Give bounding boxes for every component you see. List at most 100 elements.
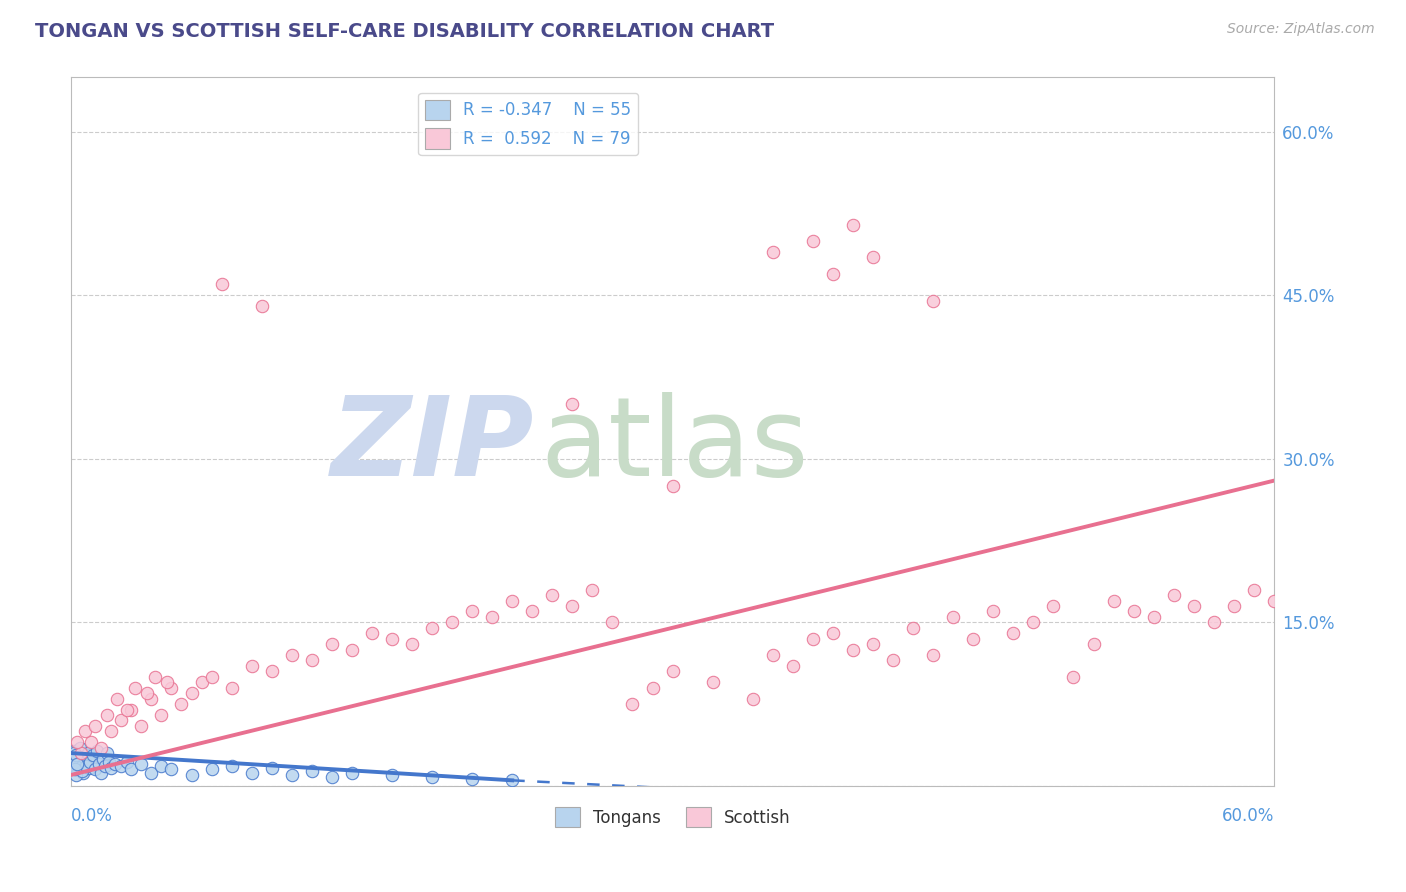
Point bbox=[1022, 615, 1045, 630]
Point bbox=[105, 691, 128, 706]
Point bbox=[260, 761, 283, 775]
Point bbox=[862, 637, 884, 651]
Point bbox=[801, 632, 824, 646]
Point bbox=[190, 675, 212, 690]
Point bbox=[156, 675, 179, 690]
Point bbox=[1122, 604, 1144, 618]
Point bbox=[65, 768, 87, 782]
Point bbox=[100, 761, 122, 775]
Text: 0.0%: 0.0% bbox=[72, 807, 112, 825]
Point bbox=[150, 759, 173, 773]
Point bbox=[136, 686, 159, 700]
Point bbox=[82, 748, 104, 763]
Point bbox=[211, 277, 233, 292]
Point bbox=[862, 250, 884, 264]
Point bbox=[120, 763, 142, 777]
Point bbox=[602, 615, 624, 630]
Text: 60.0%: 60.0% bbox=[1222, 807, 1274, 825]
Point bbox=[301, 764, 323, 778]
Point bbox=[1002, 626, 1025, 640]
Point bbox=[75, 724, 97, 739]
Point bbox=[160, 681, 183, 695]
Point bbox=[461, 772, 484, 787]
Point bbox=[981, 604, 1004, 618]
Point bbox=[100, 724, 122, 739]
Point bbox=[420, 621, 443, 635]
Point bbox=[842, 218, 865, 232]
Text: TONGAN VS SCOTTISH SELF-CARE DISABILITY CORRELATION CHART: TONGAN VS SCOTTISH SELF-CARE DISABILITY … bbox=[35, 22, 775, 41]
Point bbox=[1202, 615, 1225, 630]
Point bbox=[124, 681, 146, 695]
Point bbox=[842, 642, 865, 657]
Point bbox=[661, 665, 683, 679]
Point bbox=[104, 756, 127, 771]
Point bbox=[561, 397, 583, 411]
Text: ZIP: ZIP bbox=[330, 392, 534, 500]
Point bbox=[501, 593, 523, 607]
Point bbox=[141, 765, 163, 780]
Point bbox=[200, 763, 222, 777]
Point bbox=[321, 637, 343, 651]
Point bbox=[962, 632, 984, 646]
Point bbox=[70, 746, 93, 760]
Point bbox=[66, 756, 89, 771]
Point bbox=[145, 670, 167, 684]
Point bbox=[301, 653, 323, 667]
Point bbox=[77, 746, 100, 760]
Legend: Tongans, Scottish: Tongans, Scottish bbox=[548, 800, 797, 834]
Point bbox=[801, 234, 824, 248]
Point bbox=[72, 765, 94, 780]
Point bbox=[96, 708, 118, 723]
Point bbox=[221, 759, 243, 773]
Point bbox=[120, 702, 142, 716]
Point bbox=[381, 768, 404, 782]
Point bbox=[141, 691, 163, 706]
Point bbox=[94, 759, 117, 773]
Point bbox=[280, 648, 302, 662]
Point bbox=[561, 599, 583, 613]
Point bbox=[441, 615, 464, 630]
Point bbox=[79, 755, 101, 769]
Point bbox=[321, 770, 343, 784]
Point bbox=[91, 751, 114, 765]
Point bbox=[481, 610, 503, 624]
Point bbox=[90, 765, 112, 780]
Point bbox=[901, 621, 924, 635]
Point bbox=[702, 675, 724, 690]
Point bbox=[1182, 599, 1205, 613]
Point bbox=[922, 648, 945, 662]
Point bbox=[361, 626, 384, 640]
Point bbox=[522, 604, 544, 618]
Point bbox=[131, 756, 153, 771]
Point bbox=[641, 681, 664, 695]
Point bbox=[73, 750, 96, 764]
Point bbox=[76, 748, 98, 763]
Point bbox=[63, 763, 86, 777]
Point bbox=[260, 665, 283, 679]
Point bbox=[180, 768, 202, 782]
Point bbox=[63, 744, 86, 758]
Point bbox=[501, 773, 523, 788]
Point bbox=[782, 659, 804, 673]
Point bbox=[821, 626, 844, 640]
Point bbox=[66, 751, 89, 765]
Point bbox=[62, 746, 84, 760]
Point bbox=[280, 768, 302, 782]
Point bbox=[762, 648, 785, 662]
Point bbox=[69, 740, 91, 755]
Text: atlas: atlas bbox=[540, 392, 808, 500]
Point bbox=[77, 761, 100, 775]
Point bbox=[110, 759, 132, 773]
Point bbox=[90, 740, 112, 755]
Point bbox=[762, 244, 785, 259]
Point bbox=[96, 746, 118, 760]
Point bbox=[75, 759, 97, 773]
Point bbox=[1243, 582, 1265, 597]
Point bbox=[942, 610, 965, 624]
Point bbox=[110, 714, 132, 728]
Point bbox=[1062, 670, 1084, 684]
Point bbox=[89, 756, 111, 771]
Point bbox=[621, 697, 644, 711]
Point bbox=[84, 719, 107, 733]
Point bbox=[821, 267, 844, 281]
